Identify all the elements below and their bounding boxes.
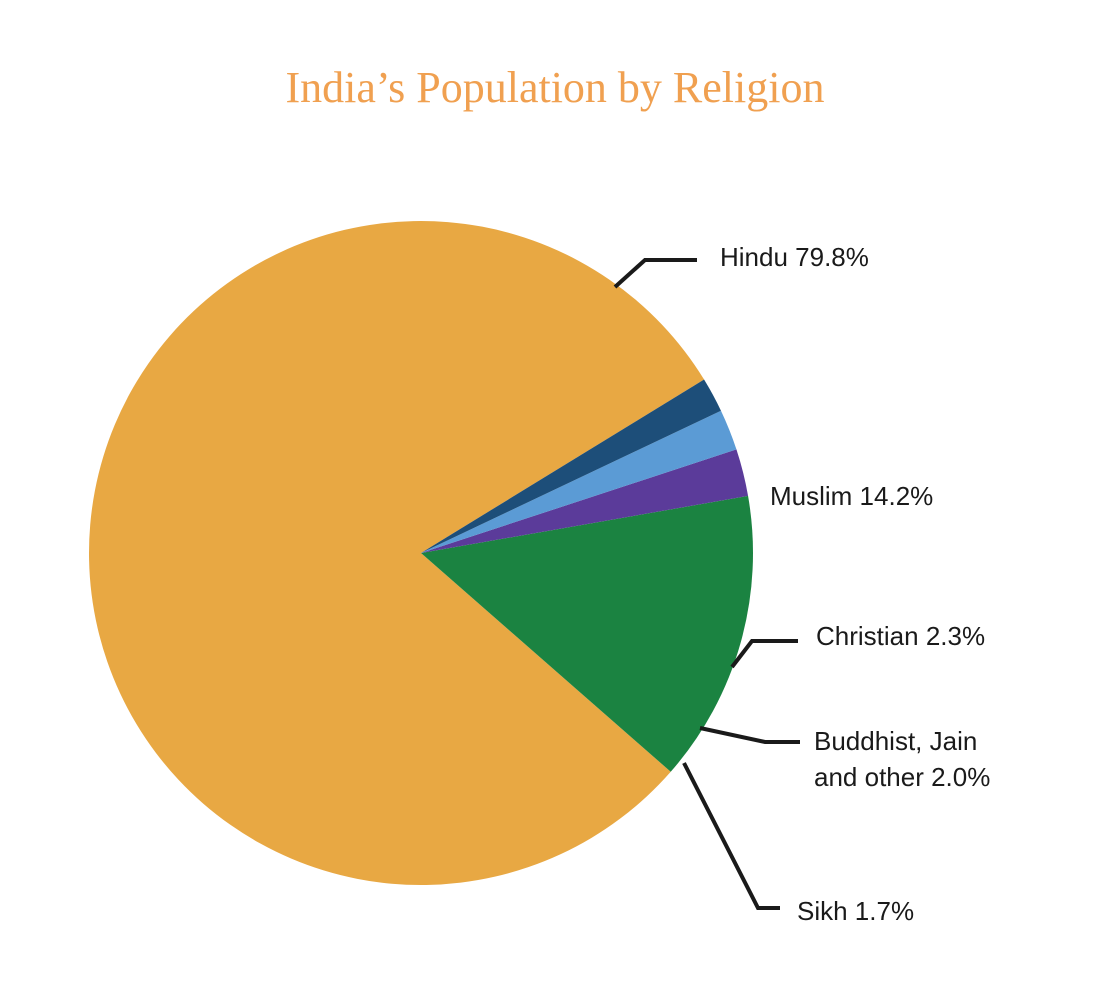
slice-label-line: Sikh 1.7%: [797, 896, 914, 926]
slice-labels: Hindu 79.8% Muslim 14.2% Christian 2.3% Bud…: [720, 242, 990, 926]
pie-slice: [421, 410, 737, 553]
chart-title: India’s Population by Religion: [285, 63, 825, 112]
leader-line: [730, 639, 798, 669]
slice-label: Hindu 79.8%: [720, 242, 869, 272]
slice-label-line: Christian 2.3%: [816, 621, 985, 651]
slice-label: Buddhist, Jain and other 2.0%: [814, 726, 990, 792]
slice-label-line: Muslim 14.2%: [770, 481, 933, 511]
pie-slice: [421, 379, 721, 553]
leader-lines: [613, 258, 800, 910]
slice-label-line: Hindu 79.8%: [720, 242, 869, 272]
slice-label: Christian 2.3%: [816, 621, 985, 651]
leader-line: [613, 258, 697, 289]
leader-line: [699, 726, 800, 744]
pie-slice: [421, 449, 749, 553]
pie-slice: [421, 495, 753, 772]
leader-line: [682, 762, 780, 910]
slice-label: Muslim 14.2%: [770, 481, 933, 511]
slice-label-line: Buddhist, Jain: [814, 726, 977, 756]
slice-label-line: and other 2.0%: [814, 762, 990, 792]
pie-slices: [88, 221, 753, 885]
slice-label: Sikh 1.7%: [797, 896, 914, 926]
pie-slice: [88, 221, 705, 885]
